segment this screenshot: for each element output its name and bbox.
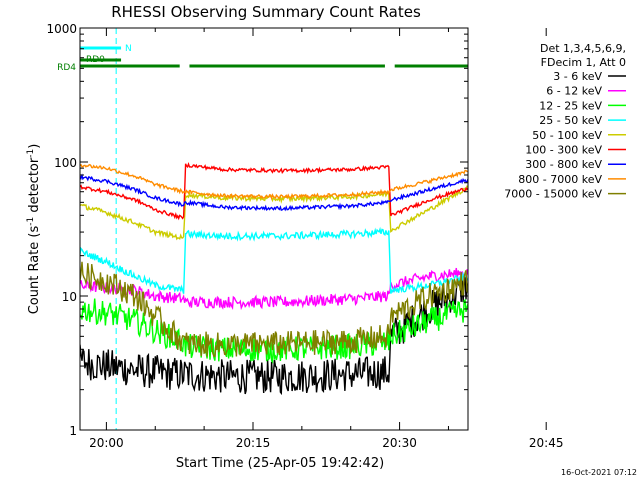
x-tick-label-1: 20:00 bbox=[89, 436, 124, 450]
x-tick-label-4: 20:45 bbox=[529, 436, 564, 450]
legend-label-0: 3 - 6 keV bbox=[553, 70, 602, 83]
legend-label-5: 100 - 300 keV bbox=[525, 144, 602, 157]
legend-label-2: 12 - 25 keV bbox=[539, 99, 602, 112]
legend-label-1: 6 - 12 keV bbox=[546, 85, 602, 98]
flag-label-3: RD4 bbox=[57, 63, 76, 73]
x-tick-label-3: 20:30 bbox=[382, 436, 417, 450]
y-axis-label-mid: detector bbox=[27, 157, 42, 217]
legend-label-4: 50 - 100 keV bbox=[532, 129, 602, 142]
legend-label-8: 7000 - 15000 keV bbox=[504, 188, 602, 201]
legend-label-6: 300 - 800 keV bbox=[525, 158, 602, 171]
y-axis-label-main: Count Rate (s bbox=[27, 226, 42, 315]
series-line-4 bbox=[80, 184, 468, 241]
series-lines bbox=[80, 162, 468, 396]
series-line-2 bbox=[80, 298, 468, 364]
chart-title: RHESSI Observing Summary Count Rates bbox=[111, 3, 421, 21]
legend-header-line1: Det 1,3,4,5,6,9, bbox=[540, 42, 626, 55]
series-line-8 bbox=[80, 261, 468, 358]
x-axis-label: Start Time (25-Apr-05 19:42:42) bbox=[176, 456, 384, 471]
y-axis-label-end: ) bbox=[27, 144, 42, 149]
flag-label-0: N bbox=[125, 44, 132, 54]
y-axis-label-sup2: -1 bbox=[26, 149, 36, 158]
flag-bars: NSRD0 bbox=[80, 44, 468, 68]
flag-label-2: RD0 bbox=[86, 55, 105, 65]
x-tick-label-2: 20:15 bbox=[236, 436, 271, 450]
series-line-6 bbox=[80, 173, 468, 212]
legend-label-3: 25 - 50 keV bbox=[539, 114, 602, 127]
y-axis: 1 10 100 1000 bbox=[46, 22, 468, 438]
series-line-1 bbox=[80, 267, 468, 311]
y-tick-label-3: 1000 bbox=[46, 22, 77, 36]
legend-label-7: 800 - 7000 keV bbox=[518, 173, 602, 186]
series-line-7 bbox=[80, 163, 468, 201]
y-axis-label: Count Rate (s-1 detector-1) bbox=[26, 144, 42, 315]
y-tick-label-1: 10 bbox=[62, 290, 77, 304]
legend: Det 1,3,4,5,6,9, FDecim 1, Att 0 3 - 6 k… bbox=[504, 42, 626, 201]
series-line-3 bbox=[80, 226, 468, 294]
legend-header-line2: FDecim 1, Att 0 bbox=[541, 56, 626, 69]
series-line-5 bbox=[80, 162, 468, 221]
plot-area: NSRD0 bbox=[80, 28, 468, 430]
y-tick-label-2: 100 bbox=[54, 156, 77, 170]
plot-frame bbox=[79, 27, 469, 431]
y-tick-label-0: 1 bbox=[69, 424, 77, 438]
render-timestamp: 16-Oct-2021 07:12 bbox=[561, 468, 637, 477]
y-axis-label-sup1: -1 bbox=[26, 217, 36, 226]
